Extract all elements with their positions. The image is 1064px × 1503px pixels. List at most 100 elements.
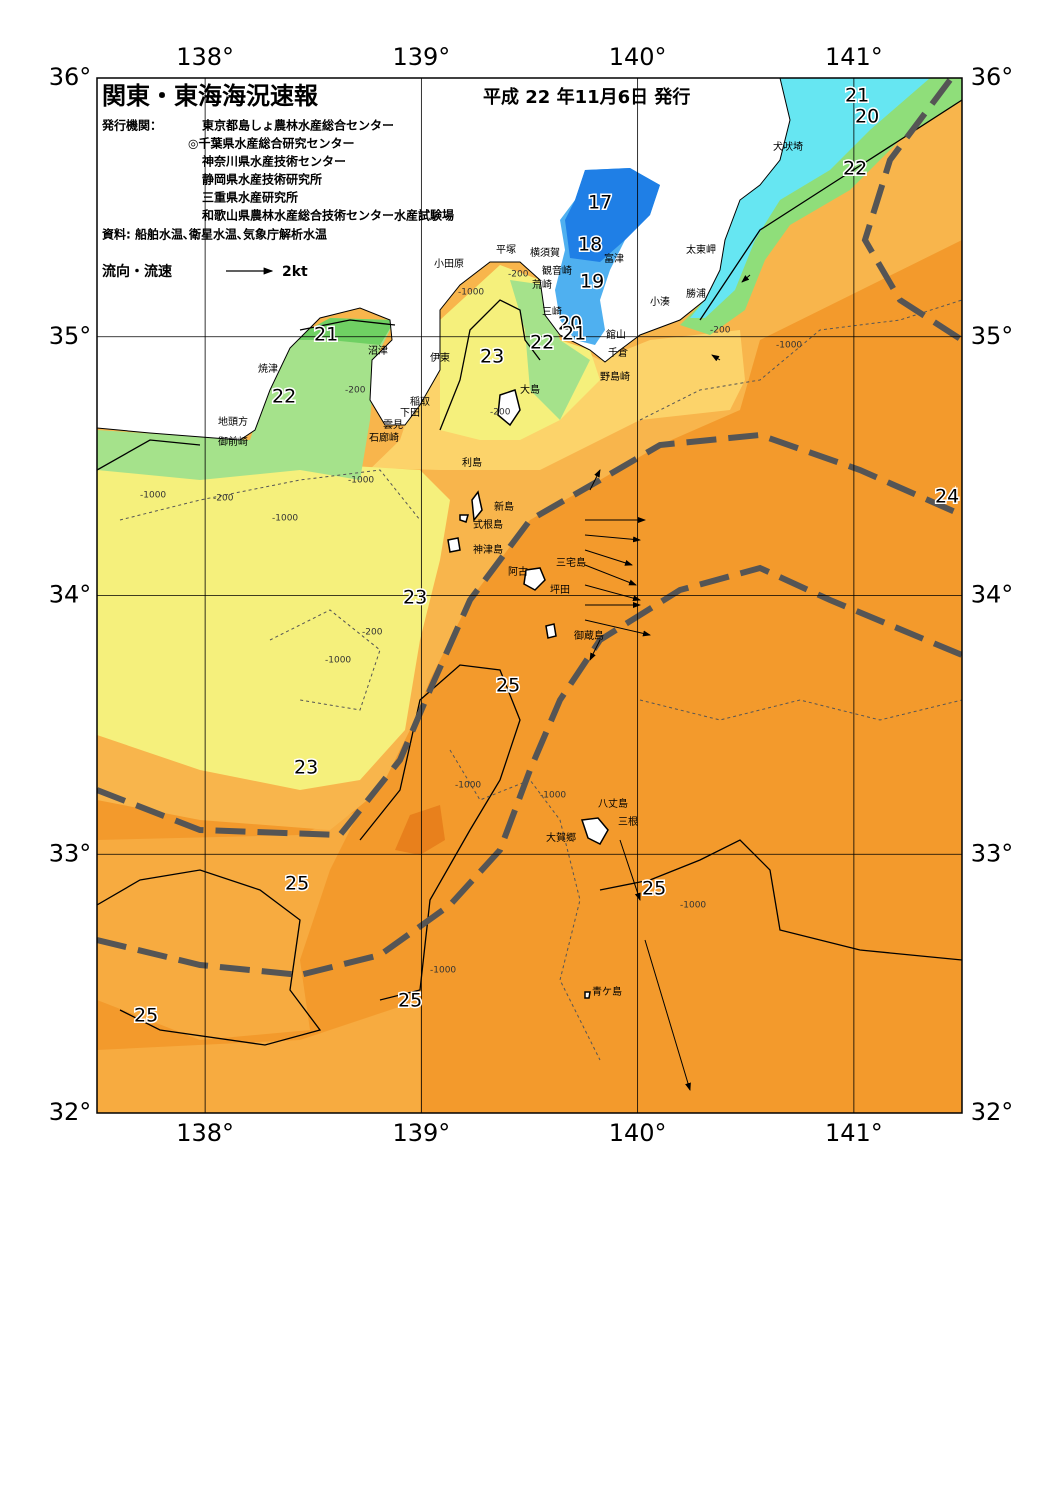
depth-contour [639,299,962,421]
isotherm [439,299,541,431]
depth-label: -1000 [272,514,298,524]
place-name: 沼津 [368,344,388,357]
depth-label: -1000 [540,791,566,801]
isotherm-label: 21 [845,85,869,107]
issuer: 和歌山県農林水産総合技術センター水産試験場 [201,208,454,223]
depth-labels: -1000 -200 -1000 -200 -200 -1000 -200 -1… [140,270,802,976]
place-name: 三根 [618,815,638,828]
isotherm [699,99,962,321]
place-name: 雲見 [383,419,403,431]
title: 関東・東海海況速報 [102,82,319,110]
island [459,514,469,523]
lat-label: 36° [971,63,1014,91]
current-arrow [584,549,633,566]
depth-label: -1000 [325,656,351,666]
place-name: 三宅島 [556,556,586,569]
isotherm-label: 22 [530,332,554,354]
place-name: 新島 [494,500,514,513]
current-arrow [644,939,691,1091]
place-name: 石廊崎 [369,431,399,444]
isotherm-label: 20 [855,106,879,128]
current-arrow [584,584,641,602]
lat-label: 35° [971,322,1014,350]
place-name: 勝浦 [686,287,706,300]
legend-scale: 2kt [282,264,308,280]
isotherm-label: 19 [580,271,604,293]
place-name: 荒崎 [532,278,552,291]
depth-label: -1000 [430,966,456,976]
depth-label: -200 [508,270,529,280]
isotherm [599,839,962,961]
place-name: 小田原 [434,258,464,270]
isotherm [97,869,322,1046]
depth-label: -1000 [348,476,374,486]
isotherm-label: 23 [294,757,318,779]
depth-label: -1000 [140,491,166,501]
current-arrow [584,534,641,543]
kuroshio-axis [97,431,962,839]
graticule: 138° 138° 139° 139° 140° 140° 141° 141° 32° 32° 33… [49,43,1014,1147]
lon-label: 141° [825,1119,883,1147]
depth-contour [639,699,962,721]
isotherm [97,439,201,471]
current-arrows [584,274,751,1091]
legend-label: 流向・流速 [102,263,172,280]
isotherm [299,319,396,331]
depth-contours [119,299,962,1061]
ocean-21-coast [680,78,962,335]
ocean-22 [510,280,590,420]
current-arrow [619,839,641,901]
lat-label: 32° [49,1098,92,1126]
place-name: 野島崎 [600,370,630,383]
issuer: ◎千葉県水産総合研究センター [188,136,354,151]
ocean-22 [97,318,395,480]
lon-label: 141° [825,43,883,71]
place-name: 下田 [400,408,420,419]
isotherm-label: 20 [558,313,582,335]
place-name: 八丈島 [598,797,628,810]
place-name: 阿古 [508,565,528,578]
place-name: 千倉 [608,346,628,359]
ocean-26 [395,805,445,855]
ocean-25-light [97,1000,420,1113]
lat-label: 32° [971,1098,1014,1126]
ocean-24 [97,320,745,735]
isotherm-label: 21 [562,323,586,345]
island [545,623,557,639]
map-frame [96,77,963,1114]
ocean-21 [290,318,395,345]
place-name: 観音崎 [542,264,572,277]
lon-label: 140° [609,43,667,71]
islands [447,389,609,999]
lon-label: 139° [392,43,450,71]
place-name: 伊東 [430,351,450,364]
island [497,389,521,427]
island [580,817,609,845]
isotherm-labels: 21 20 22 17 18 19 20 21 22 21 22 23 23 2… [133,83,961,1028]
place-name: 稲取 [410,396,430,408]
place-name: 御蔵島 [574,629,604,642]
kuroshio-axes [97,78,962,979]
kuroshio-axis [97,564,962,979]
current-arrow [584,564,637,586]
isotherm-label: 22 [272,386,296,408]
isotherm-label: 23 [480,346,504,368]
place-name: 小湊 [650,295,670,308]
depth-label: -200 [362,628,383,638]
place-name: 青ケ島 [592,985,622,998]
issuer: 静岡県水産技術研究所 [202,172,322,187]
isotherm-label: 25 [642,878,666,900]
map-area [97,78,962,1113]
isotherm-label: 25 [285,873,309,895]
isotherm-label: 17 [588,192,612,214]
depth-label: -200 [710,326,731,336]
place-name: 横須賀 [530,246,560,259]
lat-label: 34° [49,581,92,609]
depth-label: -1000 [680,901,706,911]
place-names: 犬吠埼 太東岬 勝浦 小湊 館山 千倉 野島崎 富津 横須賀 観音崎 荒崎 三崎… [218,140,803,998]
tokyo-bay-17 [565,168,660,262]
lon-label: 138° [176,43,234,71]
place-name: 富津 [604,252,624,265]
current-arrow [711,354,721,362]
issuer-label: 発行機関： [101,118,162,133]
